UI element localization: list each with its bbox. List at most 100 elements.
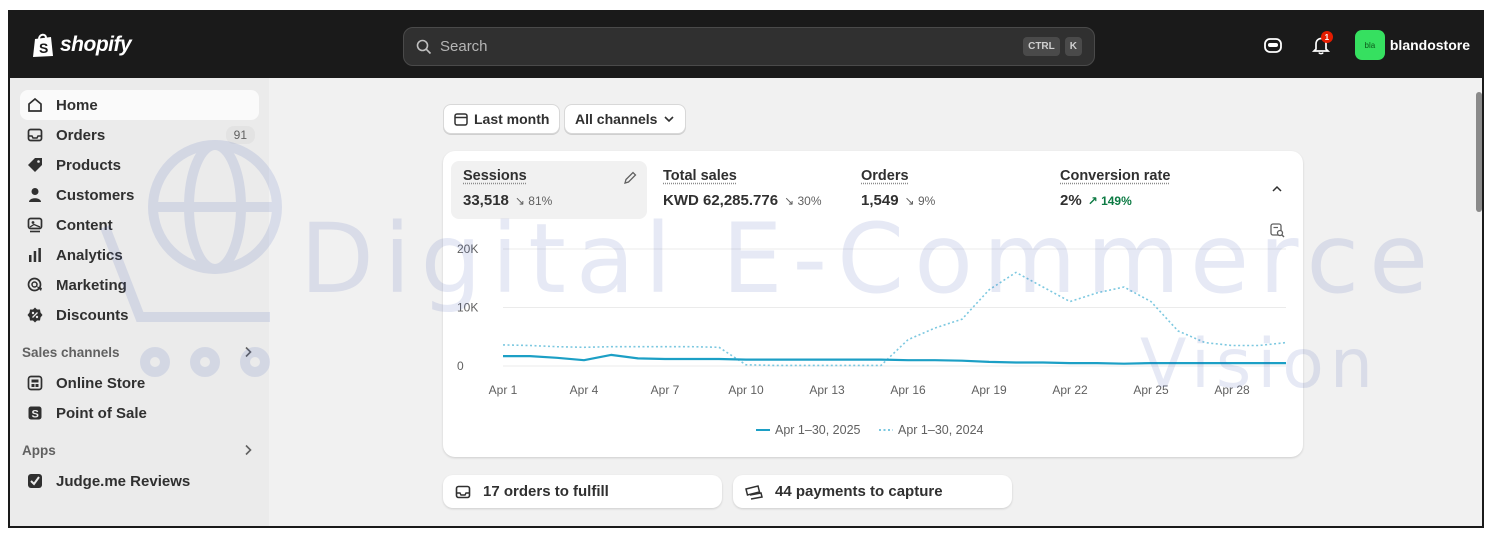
series-line-current <box>503 353 1286 365</box>
sidebar-item-products[interactable]: Products <box>20 150 259 180</box>
sidebar-item-label: Analytics <box>56 246 123 264</box>
metric-label: Sessions <box>463 168 527 184</box>
calendar-icon <box>454 113 468 126</box>
sidebar-item-discounts[interactable]: Discounts <box>20 300 259 330</box>
search-icon <box>416 39 432 54</box>
metric-change-value: 9% <box>917 194 936 208</box>
target-icon <box>26 276 44 294</box>
metric-orders[interactable]: Orders 1,549 ↘ 9% <box>849 161 1039 219</box>
notifications-button[interactable]: 1 <box>1307 31 1335 59</box>
metric-change: ↘ 81% <box>514 194 553 208</box>
chart-search-icon[interactable] <box>1270 223 1285 238</box>
sidebar-item-customers[interactable]: Customers <box>20 180 259 210</box>
metric-label: Total sales <box>663 168 737 184</box>
metric-change: ↗ 149% <box>1087 194 1132 208</box>
person-icon <box>26 186 44 204</box>
chevron-down-icon <box>664 116 675 123</box>
legend-label: Apr 1–30, 2024 <box>898 423 984 437</box>
metric-change-value: 81% <box>528 194 553 208</box>
metric-change: ↘ 9% <box>904 194 936 208</box>
sidebar-item-point-of-sale[interactable]: S Point of Sale <box>20 398 259 428</box>
sidebar-item-label: Orders <box>56 126 106 144</box>
sidekick-icon <box>1263 38 1282 53</box>
apps-header[interactable]: Apps <box>20 434 259 466</box>
shortcut-key-k: K <box>1064 37 1082 56</box>
chevron-right-icon <box>245 346 252 358</box>
bar-chart-icon <box>26 246 44 264</box>
metric-change-value: 149% <box>1101 194 1132 208</box>
section-title: Apps <box>22 442 56 458</box>
sidebar-item-judgeme-reviews[interactable]: Judge.me Reviews <box>20 466 259 496</box>
task-payments-to-capture[interactable]: 44 payments to capture <box>733 475 1012 508</box>
search-placeholder: Search <box>440 38 488 55</box>
x-tick-label: Apr 25 <box>1133 383 1169 397</box>
sidebar-item-label: Home <box>56 96 98 114</box>
x-tick-label: Apr 13 <box>809 383 845 397</box>
logo-text: shopify <box>60 33 132 56</box>
metric-total-sales[interactable]: Total sales KWD 62,285.776 ↘ 30% <box>651 161 841 219</box>
sales-channels-header[interactable]: Sales channels <box>20 336 259 368</box>
sidebar-item-orders[interactable]: Orders 91 <box>20 120 259 150</box>
x-tick-label: Apr 16 <box>890 383 926 397</box>
home-icon <box>26 96 44 114</box>
top-right-actions: 1 bla blandostore <box>1259 30 1470 60</box>
shopify-logo[interactable]: S shopify <box>32 32 132 58</box>
task-label: 17 orders to fulfill <box>483 483 609 500</box>
main-content: Last month All channels Sessions 33,518 … <box>269 78 1482 526</box>
sessions-line-chart: 20K 10K 0 Apr 1 Apr 4 Apr 7 Apr 10 Apr 13 Apr 16… <box>457 242 1287 437</box>
x-tick-label: Apr 19 <box>971 383 1007 397</box>
series-line-previous <box>502 271 1287 367</box>
date-range-label: Last month <box>474 111 550 127</box>
metric-label: Orders <box>861 168 909 184</box>
metric-conversion-rate[interactable]: Conversion rate 2% ↗ 149% <box>1048 161 1238 219</box>
sidebar-item-label: Content <box>56 216 113 234</box>
store-icon <box>26 374 44 392</box>
collapse-chevron-up-icon[interactable] <box>1271 184 1283 194</box>
sidebar-item-label: Customers <box>56 186 135 204</box>
legend-label: Apr 1–30, 2025 <box>775 423 861 437</box>
sidebar-item-marketing[interactable]: Marketing <box>20 270 259 300</box>
search-bar[interactable]: Search CTRL K <box>403 27 1095 66</box>
metric-label: Conversion rate <box>1060 168 1171 184</box>
y-tick-label: 0 <box>457 359 464 373</box>
shortcut-key-ctrl: CTRL <box>1023 37 1060 56</box>
analytics-card: Sessions 33,518 ↘ 81% Total sales KWD 62… <box>443 151 1303 457</box>
sidebar-item-analytics[interactable]: Analytics <box>20 240 259 270</box>
sidebar: Home Orders 91 Products Customers Cont <box>10 78 269 526</box>
discount-icon <box>26 306 44 324</box>
app-window: S shopify Search CTRL K <box>8 10 1484 528</box>
sidebar-item-content[interactable]: Content <box>20 210 259 240</box>
x-tick-label: Apr 28 <box>1214 383 1250 397</box>
sidebar-item-label: Marketing <box>56 276 127 294</box>
tag-icon <box>26 156 44 174</box>
store-name[interactable]: blandostore <box>1389 37 1470 53</box>
metric-change: ↘ 30% <box>784 194 822 208</box>
payment-icon <box>745 484 763 500</box>
date-range-button[interactable]: Last month <box>443 104 561 134</box>
metric-value: 2% <box>1060 192 1082 209</box>
sidebar-item-label: Products <box>56 156 122 174</box>
channels-dropdown[interactable]: All channels <box>564 104 687 134</box>
chevron-right-icon <box>245 444 252 456</box>
notification-badge: 1 <box>1320 31 1333 43</box>
edit-pencil-icon[interactable] <box>623 171 637 185</box>
sidebar-item-label: Point of Sale <box>56 404 147 422</box>
sidebar-item-online-store[interactable]: Online Store <box>20 368 259 398</box>
sidebar-item-label: Online Store <box>56 374 146 392</box>
scrollbar-thumb[interactable] <box>1476 92 1482 212</box>
y-tick-label: 20K <box>457 242 478 256</box>
inbox-icon <box>455 485 471 498</box>
x-tick-label: Apr 7 <box>651 383 680 397</box>
task-orders-to-fulfill[interactable]: 17 orders to fulfill <box>443 475 722 508</box>
top-bar: S shopify Search CTRL K <box>10 12 1482 78</box>
metric-sessions[interactable]: Sessions 33,518 ↘ 81% <box>451 161 647 219</box>
x-tick-label: Apr 4 <box>570 383 599 397</box>
channels-label: All channels <box>575 111 658 127</box>
metric-value: 1,549 <box>861 192 899 209</box>
sidekick-button[interactable] <box>1259 31 1287 59</box>
metric-change-value: 30% <box>797 194 822 208</box>
judgeme-icon <box>26 472 44 490</box>
metric-value: 33,518 <box>463 192 509 209</box>
sidebar-item-home[interactable]: Home <box>20 90 259 120</box>
avatar[interactable]: bla <box>1354 30 1385 60</box>
